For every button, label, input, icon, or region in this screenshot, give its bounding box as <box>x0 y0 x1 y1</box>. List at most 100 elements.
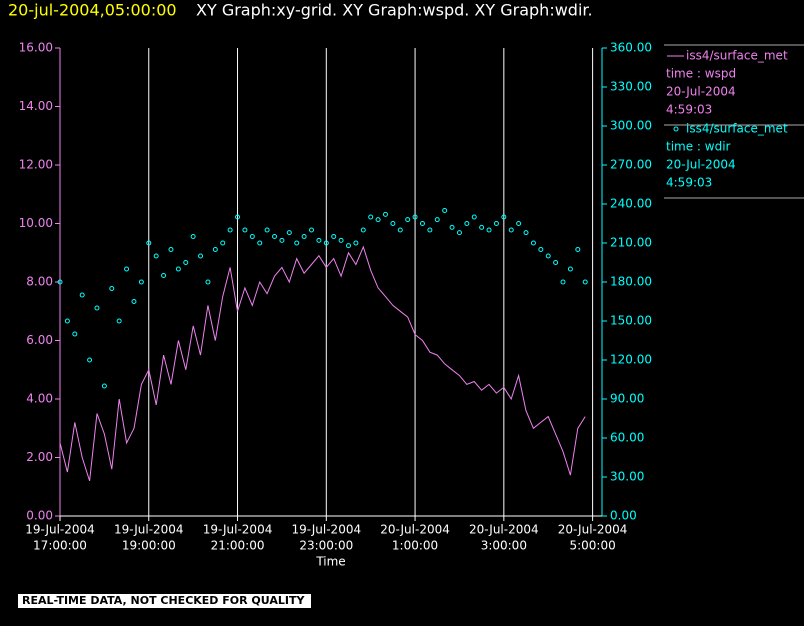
point <box>464 221 470 226</box>
point <box>545 253 551 259</box>
point <box>242 227 248 233</box>
x-tick-label: 19-Jul-2004 <box>25 523 95 537</box>
y-tick-label: 10.00 <box>19 216 53 230</box>
point <box>345 243 351 249</box>
point <box>249 234 255 239</box>
point <box>493 221 499 226</box>
y2-tick-label: 270.00 <box>610 158 652 172</box>
point <box>338 237 344 243</box>
point <box>57 279 63 285</box>
y-tick-label: 2.00 <box>26 450 53 464</box>
point <box>124 266 130 272</box>
x-tick-label: 21:00:00 <box>211 539 265 553</box>
y2-tick-label: 300.00 <box>610 119 652 133</box>
point <box>138 279 144 285</box>
point <box>442 208 448 213</box>
point <box>294 240 300 246</box>
x-tick-label: 5:00:00 <box>569 539 615 553</box>
y-tick-label: 14.00 <box>19 99 53 113</box>
point <box>101 383 107 389</box>
x-axis-label: Time <box>315 555 345 569</box>
y2-tick-label: 60.00 <box>610 431 644 445</box>
legend-detail: 4:59:03 <box>666 176 712 190</box>
x-tick-label: 1:00:00 <box>392 539 438 553</box>
point <box>471 214 477 220</box>
x-tick-label: 17:00:00 <box>33 539 87 553</box>
point <box>64 318 70 324</box>
x-tick-label: 20-Jul-2004 <box>380 523 450 537</box>
legend-detail: time : wdir <box>666 140 731 154</box>
point <box>272 234 278 239</box>
point <box>449 224 455 230</box>
point <box>264 227 270 233</box>
point <box>205 279 211 285</box>
y2-tick-label: 30.00 <box>610 470 644 484</box>
point <box>582 279 588 285</box>
point <box>161 273 167 278</box>
header-timestamp: 20-jul-2004,05:00:00 <box>8 1 177 20</box>
y2-tick-label: 330.00 <box>610 80 652 94</box>
point <box>131 299 137 304</box>
x-tick-label: 19-Jul-2004 <box>291 523 361 537</box>
point <box>175 266 181 272</box>
x-tick-label: 23:00:00 <box>299 539 353 553</box>
point <box>286 230 292 236</box>
note-box <box>18 594 311 608</box>
y2-tick-label: 150.00 <box>610 314 652 328</box>
point <box>190 234 196 239</box>
point <box>153 253 159 259</box>
point <box>530 240 536 246</box>
legend-detail: 20-Jul-2004 <box>666 158 736 172</box>
point <box>279 237 285 243</box>
point <box>560 279 566 285</box>
y2-tick-label: 180.00 <box>610 275 652 289</box>
x-tick-label: 19-Jul-2004 <box>114 523 184 537</box>
y-tick-label: 8.00 <box>26 275 53 289</box>
x-tick-label: 19:00:00 <box>122 539 176 553</box>
legend-detail: 20-Jul-2004 <box>666 85 736 99</box>
legend-symbol <box>673 126 679 132</box>
point <box>198 253 204 259</box>
line <box>59 245 586 482</box>
x-tick-label: 19-Jul-2004 <box>203 523 273 537</box>
y2-tick-label: 90.00 <box>610 392 644 406</box>
point <box>212 247 218 252</box>
legend-detail: time : wspd <box>666 67 736 81</box>
point <box>257 240 263 246</box>
point <box>309 227 315 233</box>
point <box>479 224 485 230</box>
point <box>553 260 559 265</box>
point <box>368 214 374 220</box>
y-tick-label: 4.00 <box>26 392 53 406</box>
point <box>316 237 322 243</box>
point <box>390 221 396 226</box>
point <box>94 305 100 311</box>
point <box>427 227 433 233</box>
point <box>331 234 337 239</box>
point <box>87 357 93 363</box>
point <box>419 221 425 226</box>
point <box>220 240 226 246</box>
y2-tick-label: 120.00 <box>610 353 652 367</box>
point <box>72 331 78 337</box>
y-tick-label: 6.00 <box>26 333 53 347</box>
point <box>575 247 581 252</box>
x-tick-label: 3:00:00 <box>481 539 527 553</box>
x-tick-label: 20-Jul-2004 <box>469 523 539 537</box>
y2-tick-label: 210.00 <box>610 236 652 250</box>
point <box>456 230 462 236</box>
point <box>79 292 85 298</box>
y2-tick-label: 240.00 <box>610 197 652 211</box>
note: REAL-TIME DATA, NOT CHECKED FOR QUALITY <box>22 594 305 607</box>
point <box>538 247 544 252</box>
y-tick-label: 16.00 <box>19 41 53 55</box>
legend-name: iss4/surface_met <box>686 122 788 136</box>
point <box>405 217 411 223</box>
point <box>501 214 507 220</box>
point <box>235 214 241 220</box>
point <box>412 214 418 220</box>
legend-detail: 4:59:03 <box>666 103 712 117</box>
point <box>109 286 115 291</box>
y-tick-label: 0.00 <box>26 509 53 523</box>
